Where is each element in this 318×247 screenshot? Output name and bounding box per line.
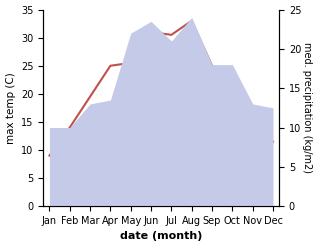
Y-axis label: med. precipitation (kg/m2): med. precipitation (kg/m2) xyxy=(302,42,313,173)
Y-axis label: max temp (C): max temp (C) xyxy=(5,72,16,144)
X-axis label: date (month): date (month) xyxy=(120,231,203,242)
